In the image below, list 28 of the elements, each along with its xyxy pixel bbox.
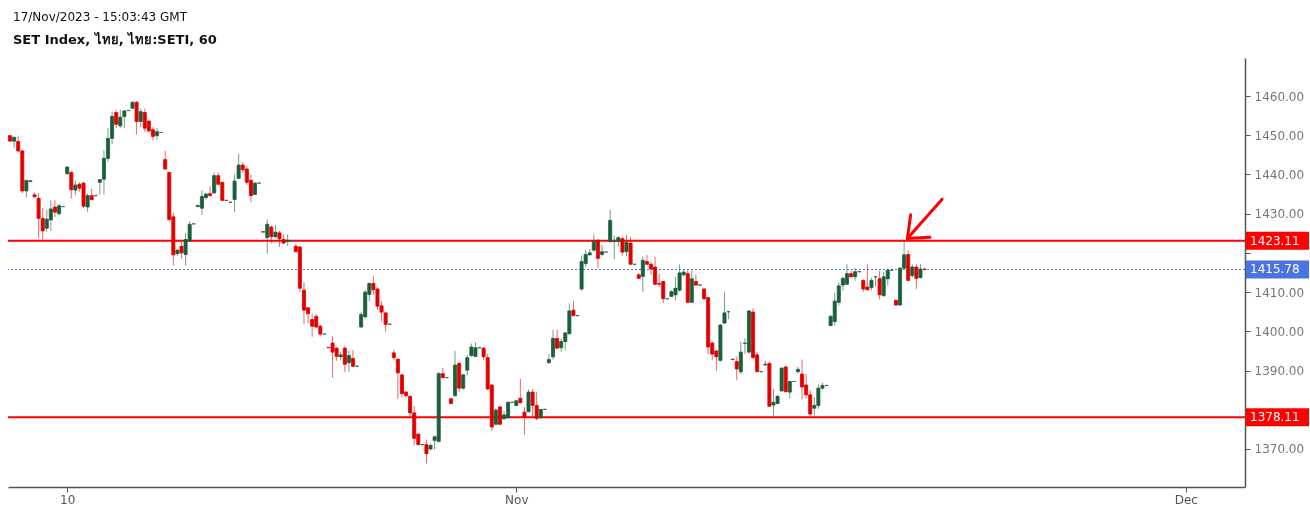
- y-tick-label: 1460.00: [1254, 89, 1305, 104]
- chart-title: SET Index, ไทย, ไทย:SETI, 60: [13, 31, 217, 47]
- y-tick-label: 1390.00: [1254, 364, 1305, 379]
- candlestick: [155, 127, 159, 141]
- candlestick: [796, 366, 800, 375]
- candlestick: [81, 181, 86, 209]
- y-tick-label: 1430.00: [1254, 207, 1305, 222]
- x-tick-label: 10: [60, 492, 76, 507]
- candlestick: [600, 244, 604, 257]
- y-tick-label: 1410.00: [1254, 285, 1305, 300]
- y-tick-label: 1440.00: [1254, 167, 1305, 182]
- candlestick: [12, 136, 17, 149]
- candlestick: [351, 349, 355, 368]
- candlestick: [693, 273, 698, 286]
- candlestick: [644, 254, 649, 266]
- y-tick-label: 1450.00: [1254, 128, 1305, 143]
- text: 17/Nov/2023 - 15:03:43 GMT: [13, 10, 188, 24]
- x-tick-label: Dec: [1174, 492, 1198, 507]
- y-tick-label: 1370.00: [1254, 442, 1305, 457]
- candlestick: [53, 199, 57, 218]
- candlestick: [208, 186, 213, 197]
- y-tick-label: 1400.00: [1254, 324, 1305, 339]
- candlestick: [779, 366, 784, 393]
- candlestick: [546, 353, 551, 364]
- ref-line-label: 1423.11: [1250, 233, 1300, 248]
- ref-line-label: 1378.11: [1250, 410, 1300, 425]
- x-tick-label: Nov: [505, 492, 529, 507]
- ref-line-label: 1415.78: [1250, 262, 1300, 277]
